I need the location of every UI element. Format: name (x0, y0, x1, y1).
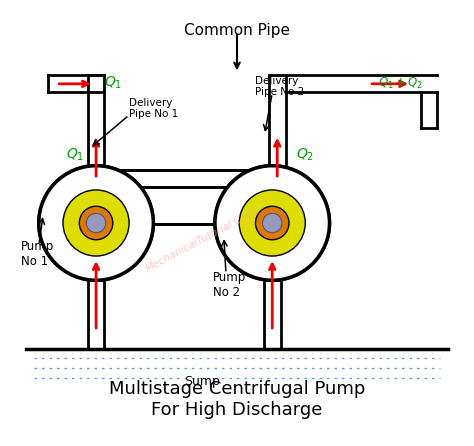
Circle shape (39, 166, 153, 280)
Bar (104, 170, 269, 241)
Text: $Q_1+Q_2$: $Q_1+Q_2$ (378, 75, 423, 91)
Circle shape (79, 206, 113, 240)
Circle shape (215, 166, 329, 280)
Bar (88, 75, 104, 166)
Bar (121, 187, 252, 224)
Circle shape (239, 190, 305, 256)
Circle shape (239, 190, 305, 256)
Text: MechanicalTutorial.Com: MechanicalTutorial.Com (145, 207, 259, 274)
Circle shape (79, 206, 113, 240)
Text: Delivery
Pipe No 2: Delivery Pipe No 2 (255, 76, 304, 97)
Bar (88, 280, 104, 348)
Bar (269, 75, 286, 166)
Text: Sump: Sump (184, 375, 220, 388)
Circle shape (86, 213, 106, 233)
Circle shape (86, 213, 106, 233)
Text: $Q_1$: $Q_1$ (104, 75, 122, 91)
Text: $Q_2$: $Q_2$ (296, 147, 314, 163)
Circle shape (263, 213, 282, 233)
Text: $Q_1$: $Q_1$ (66, 147, 84, 163)
Circle shape (255, 206, 289, 240)
Text: Multistage Centrifugal Pump
For High Discharge: Multistage Centrifugal Pump For High Dis… (109, 380, 365, 419)
Text: Pump
No 1: Pump No 1 (21, 240, 55, 268)
Circle shape (263, 213, 282, 233)
Circle shape (39, 166, 153, 280)
Circle shape (63, 190, 129, 256)
Circle shape (255, 206, 289, 240)
Text: Common Pipe: Common Pipe (184, 23, 290, 37)
Circle shape (63, 190, 129, 256)
Bar (264, 280, 281, 348)
Text: Pump
No 2: Pump No 2 (213, 271, 246, 299)
Text: Delivery
Pipe No 1: Delivery Pipe No 1 (129, 98, 178, 119)
Circle shape (215, 166, 329, 280)
